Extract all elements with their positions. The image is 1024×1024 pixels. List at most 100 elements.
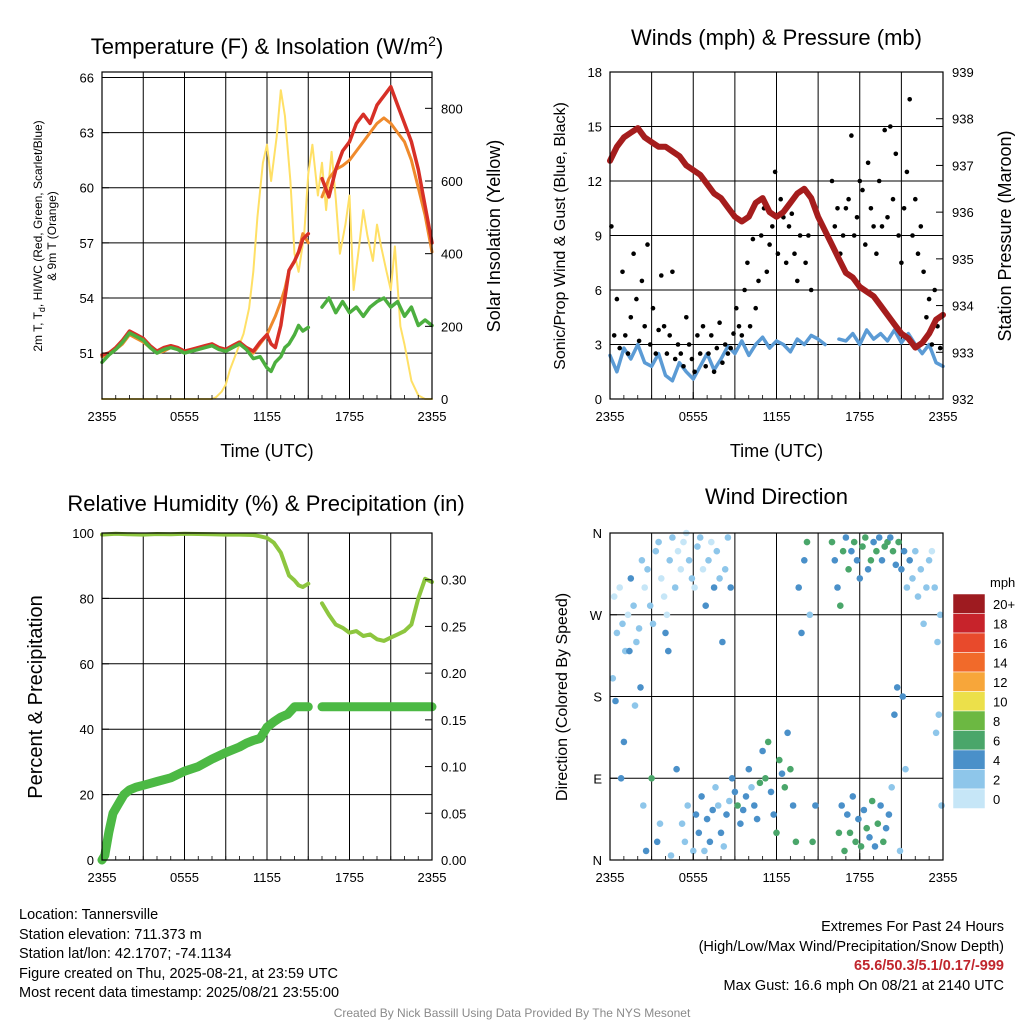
direction-point <box>723 811 730 818</box>
direction-point <box>936 611 944 619</box>
gust-point <box>631 251 636 256</box>
y2-tick-label: 600 <box>441 174 463 189</box>
direction-point <box>705 557 712 564</box>
station-latlon: Station lat/lon: 42.1707; -74.1134 <box>19 946 232 962</box>
direction-point <box>633 638 640 646</box>
gust-point <box>904 169 910 175</box>
direction-point <box>875 534 883 541</box>
legend-swatch <box>952 593 986 614</box>
gust-point <box>843 206 849 211</box>
direction-point <box>671 584 679 591</box>
gust-point <box>846 196 851 202</box>
direction-point <box>638 557 646 564</box>
direction-point <box>681 838 689 846</box>
humidity-series-rh <box>100 531 434 643</box>
direction-point <box>855 815 862 823</box>
direction-point <box>828 538 836 546</box>
direction-point <box>701 847 708 855</box>
direction-point <box>885 811 893 818</box>
direction-point <box>695 829 703 837</box>
gust-point <box>871 224 876 229</box>
direction-point <box>685 557 693 564</box>
direction-point <box>739 806 747 814</box>
gust-point <box>681 364 686 369</box>
direction-point <box>892 561 900 569</box>
gust-point <box>899 260 904 266</box>
wind-series-pressure <box>607 125 946 351</box>
direction-point <box>767 788 775 796</box>
y-tick-label: 40 <box>80 722 94 737</box>
legend-label: 14 <box>993 656 1007 671</box>
y-tick-label: 3 <box>595 338 602 353</box>
direction-point <box>751 802 758 809</box>
gust-point <box>756 278 761 284</box>
gust-point <box>695 333 700 338</box>
gust-point <box>731 331 736 336</box>
gust-point <box>893 151 899 157</box>
legend-swatch <box>952 632 986 653</box>
y2-tick-label: 938 <box>952 112 974 127</box>
direction-point <box>874 820 882 827</box>
direction-point <box>882 824 890 832</box>
direction-point <box>931 584 938 591</box>
gust-point <box>851 233 857 238</box>
gust-point <box>921 269 926 275</box>
gust-point <box>924 315 929 320</box>
gust-point <box>711 369 717 375</box>
direction-point <box>866 834 873 841</box>
direction-point <box>912 547 919 555</box>
extremes-title: Extremes For Past 24 Hours <box>821 919 1004 935</box>
gust-point <box>772 169 778 175</box>
direction-point <box>784 729 791 737</box>
gust-point <box>678 351 684 356</box>
gust-point <box>614 296 620 302</box>
x-tick-label: 2355 <box>929 409 958 424</box>
direction-point <box>889 547 897 555</box>
y-tick-label: S <box>593 690 602 705</box>
direction-point <box>756 779 764 787</box>
direction-point <box>717 829 725 837</box>
y-tick-label: 60 <box>80 181 94 196</box>
direction-point <box>734 802 741 809</box>
direction-point <box>617 775 625 782</box>
direction-point <box>878 557 886 564</box>
direction-point <box>640 802 647 809</box>
direction-point <box>925 557 933 564</box>
y2-tick-label: 800 <box>441 101 463 116</box>
gust-point <box>653 351 659 356</box>
gust-point <box>645 242 650 247</box>
direction-point <box>612 697 619 705</box>
x-tick-label: 1155 <box>763 409 791 424</box>
direction-point <box>856 575 864 582</box>
gust-point <box>717 320 722 326</box>
gust-point <box>753 305 758 311</box>
direction-point <box>720 843 728 850</box>
direction-point <box>870 538 877 546</box>
direction-point <box>896 847 904 855</box>
y-tick-label: 66 <box>80 71 94 86</box>
direction-point <box>938 802 945 809</box>
direction-point <box>860 806 868 814</box>
direction-point <box>703 815 711 823</box>
x-tick-label: 2355 <box>88 870 117 885</box>
gust-point <box>929 342 935 347</box>
x-tick-label: 1755 <box>845 409 874 424</box>
direction-point <box>914 593 922 600</box>
gust-point <box>672 356 678 362</box>
gust-point <box>706 351 711 356</box>
direction-point <box>795 584 802 591</box>
direction-point <box>798 629 805 637</box>
legend-label: 20+ <box>993 597 1015 612</box>
direction-point <box>809 838 816 846</box>
direction-point <box>728 775 736 782</box>
direction-point <box>888 784 895 791</box>
direction-point <box>773 829 780 837</box>
direction-point <box>662 629 669 637</box>
y2-tick-label: 0.15 <box>441 713 466 728</box>
direction-point <box>646 602 654 609</box>
station-elevation: Station elevation: 711.373 m <box>19 926 202 943</box>
direction-point <box>635 625 643 632</box>
gust-point <box>832 224 838 229</box>
direction-point <box>673 765 680 773</box>
direction-point <box>696 534 704 541</box>
